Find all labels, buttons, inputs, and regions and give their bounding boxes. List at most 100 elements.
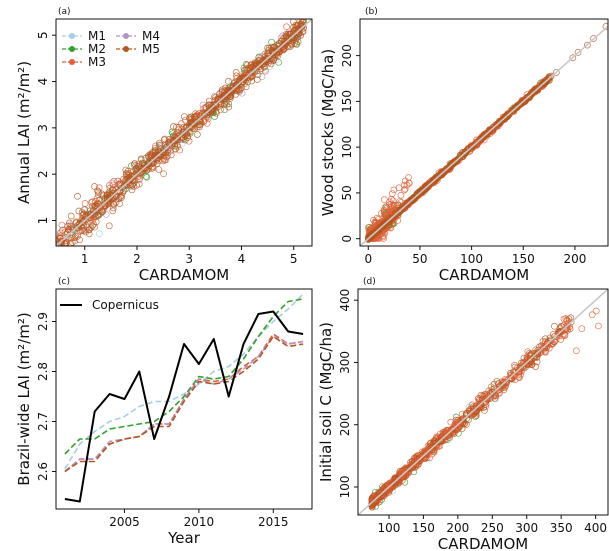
data-point-m3: [90, 220, 97, 228]
data-point-m5: [290, 19, 297, 25]
data-point: [491, 395, 499, 402]
data-point: [458, 152, 465, 159]
data-point: [403, 181, 411, 189]
data-point-m5: [156, 151, 164, 159]
data-point-m5: [95, 188, 102, 196]
data-point-m5: [122, 170, 130, 177]
x-tick-label: 0: [364, 252, 372, 266]
data-point-m5: [221, 92, 229, 100]
data-point: [477, 401, 485, 409]
data-point: [447, 418, 455, 426]
data-point: [489, 125, 497, 133]
data-point-m5: [128, 181, 136, 189]
data-point-m5: [119, 189, 127, 196]
data-point-m2: [143, 173, 151, 181]
plot-area: [64, 293, 304, 503]
data-point-m5: [117, 193, 124, 200]
legend-label-copernicus: Copernicus: [92, 298, 159, 312]
data-point-m5: [201, 111, 208, 119]
data-point: [490, 123, 497, 131]
plot-frame: [359, 18, 609, 247]
data-point-m3: [81, 200, 89, 207]
data-point-m5: [276, 48, 284, 56]
data-point: [539, 337, 547, 345]
legend-marker-m3: [69, 59, 75, 65]
data-point: [400, 181, 408, 189]
data-point-m5: [227, 87, 235, 95]
y-tick-label: 200: [340, 44, 354, 67]
data-point: [529, 88, 537, 96]
series-line-m1: [64, 293, 304, 470]
data-point-m3: [98, 208, 106, 216]
data-point-m5: [94, 187, 101, 195]
data-point-m5: [179, 129, 187, 136]
y-tick-label: 0: [340, 235, 354, 243]
data-point-m5: [59, 226, 67, 234]
y-tick-label: 2.7: [36, 412, 50, 431]
data-point-m5: [79, 211, 87, 218]
data-point: [545, 74, 553, 82]
data-point: [460, 415, 467, 423]
data-point-m5: [167, 139, 175, 147]
data-point-m5: [171, 145, 179, 153]
data-point-m5: [289, 33, 297, 40]
panel-label: (b): [365, 7, 378, 17]
data-point-m5: [81, 206, 89, 213]
data-point: [479, 392, 487, 400]
data-point: [415, 456, 423, 464]
data-point: [405, 179, 413, 187]
y-axis-title: Annual LAI (m²/m²): [15, 61, 33, 204]
legend-marker-m4: [123, 33, 129, 39]
data-point-m5: [293, 40, 301, 48]
data-point-m5: [288, 33, 295, 41]
data-point-m5: [160, 155, 167, 162]
data-point: [578, 325, 586, 332]
data-point-m5: [155, 166, 163, 173]
x-tick-label: 100: [378, 521, 401, 535]
data-point: [455, 424, 463, 432]
data-point-m5: [67, 234, 75, 242]
data-point: [481, 407, 488, 414]
data-point-m5: [180, 113, 188, 120]
y-tick-label: 150: [340, 90, 354, 113]
series-line-copernicus: [64, 310, 304, 503]
data-point-m5: [282, 32, 290, 40]
x-axis-title: CARDAMOM: [139, 266, 229, 284]
data-point: [524, 348, 532, 356]
data-point-m5: [294, 22, 301, 29]
data-point: [497, 117, 505, 125]
data-point-m5: [130, 161, 138, 169]
data-point-m5: [78, 226, 86, 234]
data-point-m5: [74, 192, 81, 200]
data-point: [395, 206, 403, 214]
data-point: [583, 41, 591, 49]
y-tick-label: 200: [338, 413, 352, 436]
plot-frame: [55, 18, 313, 247]
data-point-m5: [79, 211, 86, 219]
data-point: [446, 429, 453, 437]
data-point: [397, 199, 405, 206]
data-point: [495, 120, 503, 127]
data-point-m5: [133, 181, 140, 189]
data-point: [572, 347, 580, 355]
data-point: [563, 322, 571, 329]
data-point-m3: [283, 23, 290, 31]
data-point: [541, 342, 549, 350]
y-tick-label: 2.8: [36, 362, 50, 381]
data-point-m5: [241, 74, 249, 82]
data-point: [475, 396, 483, 404]
data-point: [404, 199, 412, 207]
data-point: [462, 421, 470, 428]
data-point-m3: [160, 170, 167, 178]
data-point: [370, 497, 378, 505]
data-point: [595, 322, 602, 330]
y-tick-label: 2: [36, 170, 50, 178]
data-point-m5: [94, 212, 102, 220]
x-tick-label: 250: [481, 521, 504, 535]
data-point: [528, 350, 535, 358]
data-point: [380, 196, 388, 203]
data-point-m5: [87, 224, 95, 231]
plot-area: [360, 23, 608, 246]
data-point: [488, 389, 496, 396]
data-point-m5: [124, 177, 132, 185]
